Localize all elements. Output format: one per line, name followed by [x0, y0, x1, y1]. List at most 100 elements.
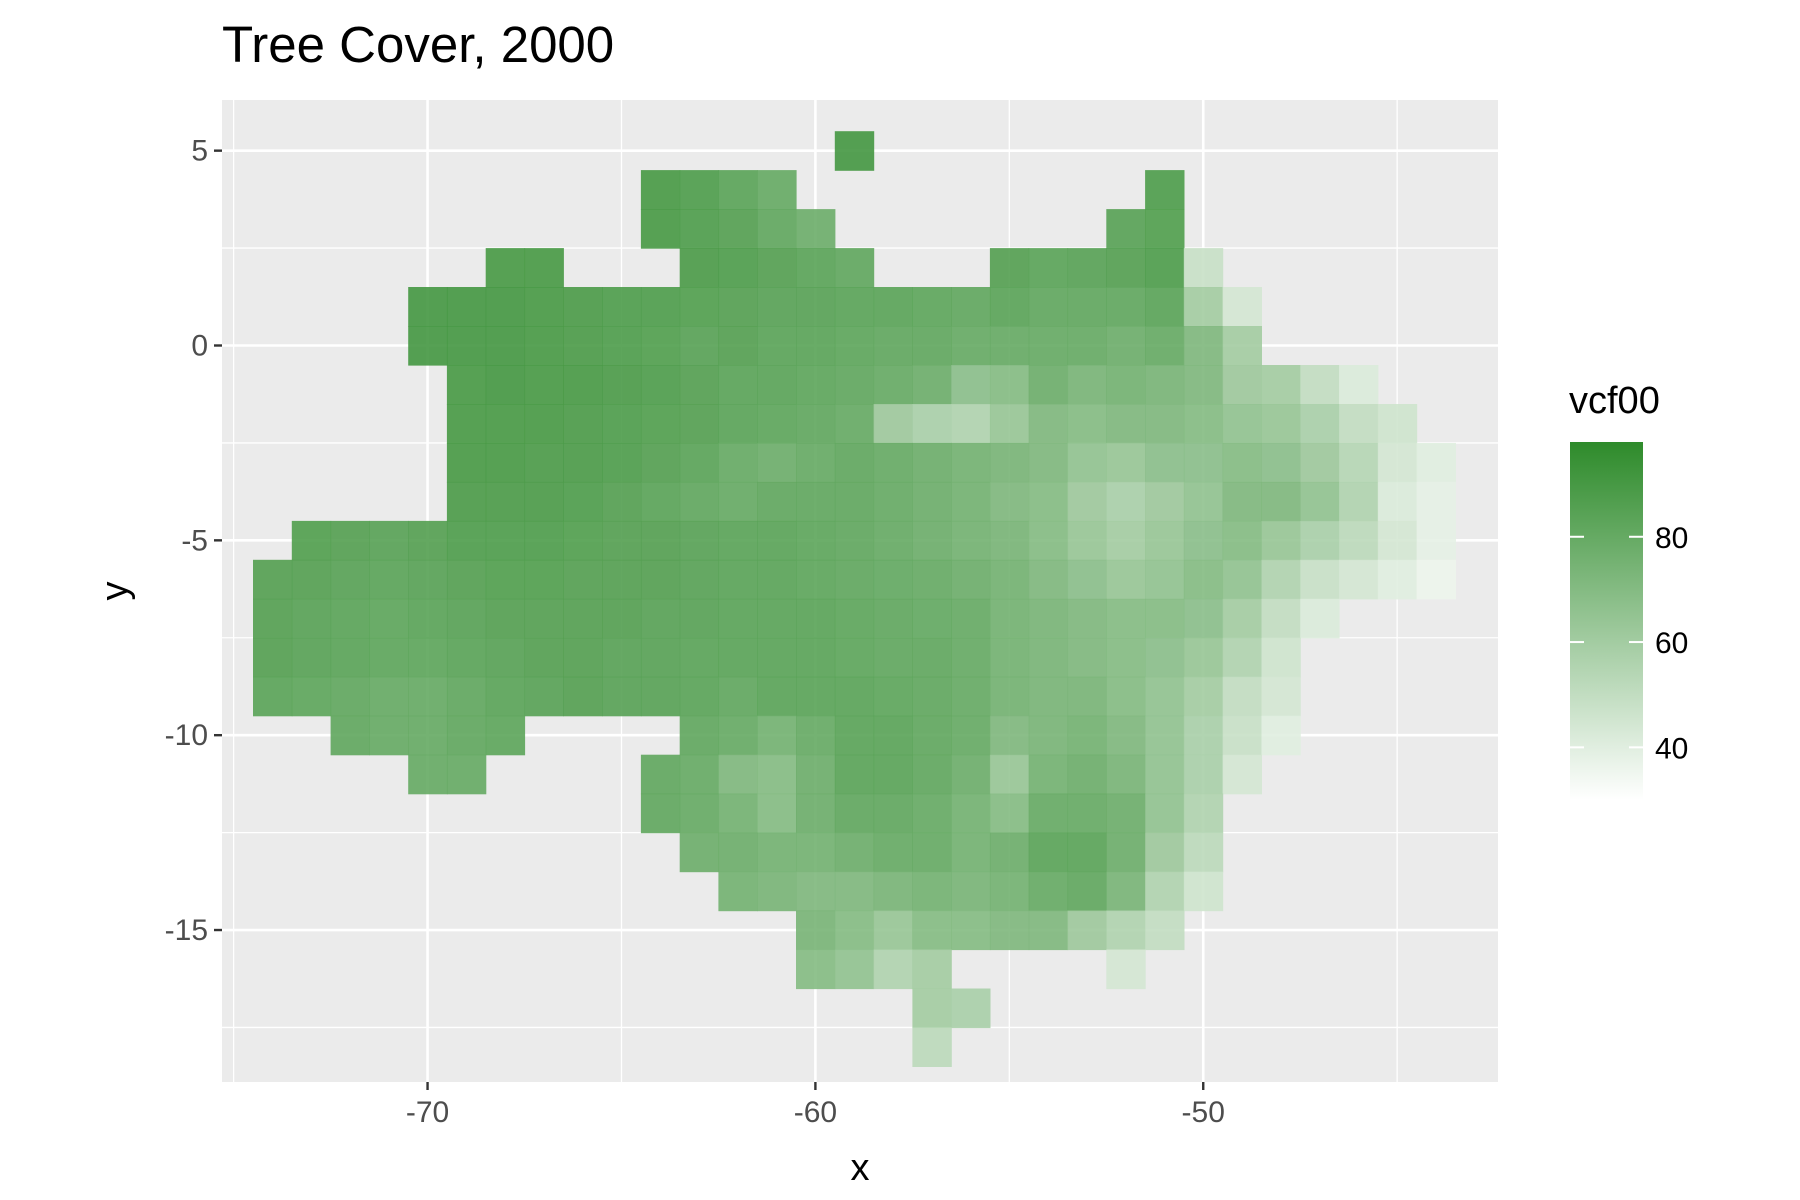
data-point	[757, 715, 797, 756]
data-point	[1067, 793, 1107, 834]
data-point	[873, 949, 913, 990]
data-point	[1145, 365, 1185, 405]
data-point	[1106, 442, 1146, 483]
data-point	[1300, 598, 1340, 639]
data-point	[796, 248, 836, 288]
data-point	[834, 598, 875, 639]
data-point	[563, 637, 603, 678]
data-point	[1145, 832, 1185, 873]
data-point	[873, 793, 913, 834]
data-point	[640, 793, 681, 834]
legend-ticks: 80 60 40	[1570, 522, 1688, 765]
data-point	[912, 326, 952, 366]
data-point	[563, 481, 603, 522]
data-point	[1067, 598, 1107, 639]
legend-tick-label: 60	[1655, 627, 1688, 660]
data-point	[1028, 481, 1069, 522]
data-point	[873, 404, 913, 444]
data-point	[1261, 676, 1301, 717]
data-point	[524, 520, 564, 561]
data-point	[796, 793, 836, 834]
data-point	[873, 832, 913, 873]
data-point	[1106, 598, 1146, 639]
data-point	[1106, 754, 1146, 795]
data-point	[912, 637, 952, 678]
data-point	[873, 598, 913, 639]
data-point	[446, 404, 487, 444]
data-point	[1339, 520, 1379, 561]
data-point	[989, 676, 1030, 717]
data-point	[834, 326, 875, 366]
data-point	[873, 287, 913, 327]
data-point	[446, 481, 487, 522]
data-point	[912, 715, 952, 756]
data-point	[873, 637, 913, 678]
data-point	[834, 832, 875, 873]
data-point	[834, 637, 875, 678]
data-point	[989, 326, 1030, 366]
data-point	[796, 209, 836, 249]
data-point	[718, 248, 758, 288]
data-point	[989, 598, 1030, 639]
data-point	[602, 637, 642, 678]
data-point	[1222, 676, 1262, 717]
data-point	[253, 559, 293, 600]
data-point	[912, 832, 952, 873]
data-point	[369, 520, 409, 561]
data-point	[834, 559, 875, 600]
data-point	[524, 559, 564, 600]
data-point	[951, 287, 991, 327]
data-point	[1145, 637, 1185, 678]
data-point	[873, 442, 913, 483]
data-point	[796, 365, 836, 405]
axis-ticks: -70 -60 -50 5 0 -5 -10 -15	[165, 135, 1225, 1129]
x-tick-label: -50	[1182, 1096, 1225, 1129]
data-point	[446, 326, 487, 366]
data-point	[602, 365, 642, 405]
data-point	[1145, 793, 1185, 834]
data-point	[408, 326, 448, 366]
data-point	[989, 754, 1030, 795]
data-point	[369, 598, 409, 639]
data-point	[1339, 481, 1379, 522]
data-point	[912, 287, 952, 327]
data-point	[718, 832, 758, 873]
data-point	[679, 404, 720, 444]
data-point	[1222, 637, 1262, 678]
data-point	[989, 637, 1030, 678]
data-point	[524, 442, 564, 483]
data-point	[446, 676, 487, 717]
data-point	[1183, 520, 1224, 561]
data-point	[679, 793, 720, 834]
data-point	[912, 559, 952, 600]
data-point	[1145, 287, 1185, 327]
data-point	[757, 287, 797, 327]
data-point	[563, 404, 603, 444]
data-point	[1300, 365, 1340, 405]
data-point	[873, 754, 913, 795]
data-point	[1028, 793, 1069, 834]
data-point	[1183, 793, 1224, 834]
data-point	[291, 637, 332, 678]
data-point	[408, 754, 448, 795]
data-point	[408, 559, 448, 600]
data-point	[951, 637, 991, 678]
data-point	[796, 715, 836, 756]
data-point	[951, 871, 991, 912]
data-point	[912, 442, 952, 483]
data-point	[679, 754, 720, 795]
data-point	[679, 637, 720, 678]
data-point	[951, 676, 991, 717]
data-point	[253, 637, 293, 678]
data-point	[796, 871, 836, 912]
data-point	[989, 559, 1030, 600]
data-point	[1416, 520, 1456, 561]
data-point	[1183, 442, 1224, 483]
data-point	[834, 715, 875, 756]
data-point	[796, 481, 836, 522]
data-point	[1028, 287, 1069, 327]
data-point	[408, 676, 448, 717]
data-point	[951, 832, 991, 873]
data-point	[1261, 404, 1301, 444]
data-point	[1183, 559, 1224, 600]
